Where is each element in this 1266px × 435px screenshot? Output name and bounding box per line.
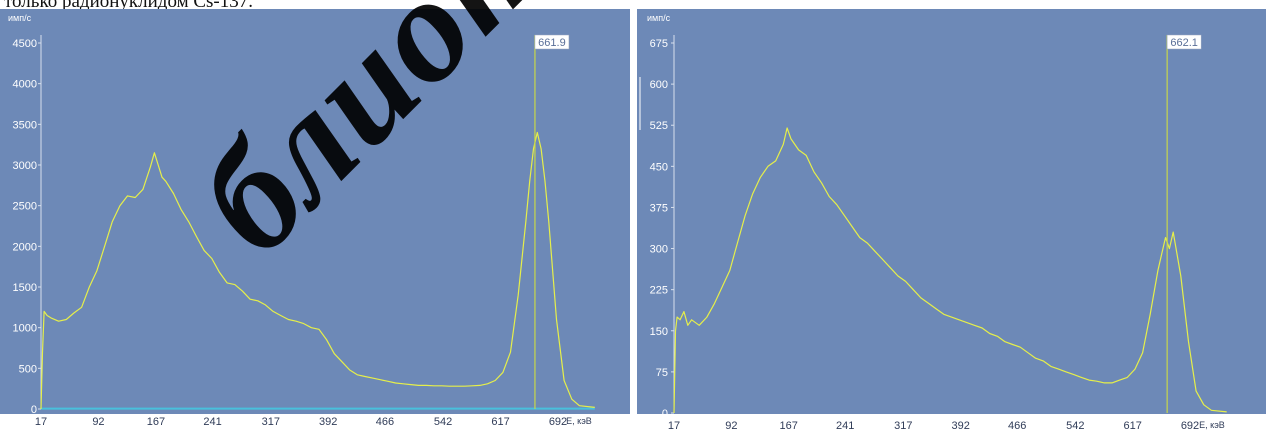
peak-marker-box [534, 34, 570, 50]
y-tick-label: 2000 [13, 241, 37, 253]
x-tick-label: 92 [725, 420, 737, 432]
x-tick-label: 17 [668, 420, 680, 432]
x-tick-label: 317 [262, 416, 280, 428]
x-tick-label: 466 [376, 416, 394, 428]
spectrum-line [40, 131, 595, 410]
spectrum-chart-left [0, 9, 630, 414]
y-tick-label: 500 [19, 363, 37, 375]
chart-group-left [38, 34, 595, 410]
x-tick-label: 167 [779, 420, 797, 432]
y-tick-label: 225 [650, 285, 668, 297]
y-tick-label: 0 [662, 408, 668, 420]
peak-marker-label: 662.1 [1170, 37, 1198, 49]
x-tick-label: 466 [1008, 420, 1026, 432]
x-tick-label: 241 [203, 416, 221, 428]
x-axis-label: E, кэВ [1199, 420, 1225, 430]
y-axis-label: имп/с [8, 13, 32, 23]
peak-marker-box [1166, 34, 1202, 50]
y-tick-label: 1000 [13, 323, 37, 335]
y-tick-label: 375 [650, 202, 668, 214]
chart-group-right [671, 34, 1227, 414]
x-axis-band-left [0, 414, 630, 435]
y-tick-label: 4500 [13, 38, 37, 50]
spectrum-chart-right [637, 9, 1266, 414]
x-tick-label: 692 [549, 416, 567, 428]
x-axis-label: E, кэВ [566, 416, 592, 426]
x-axis-band-right [637, 414, 1266, 435]
y-tick-label: 3000 [13, 160, 37, 172]
y-tick-label: 75 [656, 367, 668, 379]
spectrum-line [673, 127, 1227, 414]
x-tick-label: 542 [434, 416, 452, 428]
y-axis-label: имп/с [647, 13, 671, 23]
y-tick-label: 4000 [13, 79, 37, 91]
y-tick-label: 2500 [13, 201, 37, 213]
x-tick-label: 692 [1181, 420, 1199, 432]
y-tick-label: 675 [650, 38, 668, 50]
y-tick-label: 3500 [13, 119, 37, 131]
x-tick-label: 542 [1066, 420, 1084, 432]
peak-marker-label: 661.9 [538, 37, 566, 49]
y-tick-label: 450 [650, 161, 668, 173]
y-tick-label: 150 [650, 326, 668, 338]
x-tick-label: 317 [894, 420, 912, 432]
x-tick-label: 241 [836, 420, 854, 432]
x-tick-label: 17 [35, 416, 47, 428]
x-tick-label: 617 [491, 416, 509, 428]
y-tick-label: 300 [650, 244, 668, 256]
x-tick-label: 617 [1123, 420, 1141, 432]
x-tick-label: 92 [92, 416, 104, 428]
x-tick-label: 392 [951, 420, 969, 432]
y-tick-label: 525 [650, 120, 668, 132]
y-tick-label: 0 [31, 404, 37, 416]
y-tick-label: 600 [650, 79, 668, 91]
x-tick-label: 167 [147, 416, 165, 428]
y-tick-label: 1500 [13, 282, 37, 294]
x-tick-label: 392 [319, 416, 337, 428]
